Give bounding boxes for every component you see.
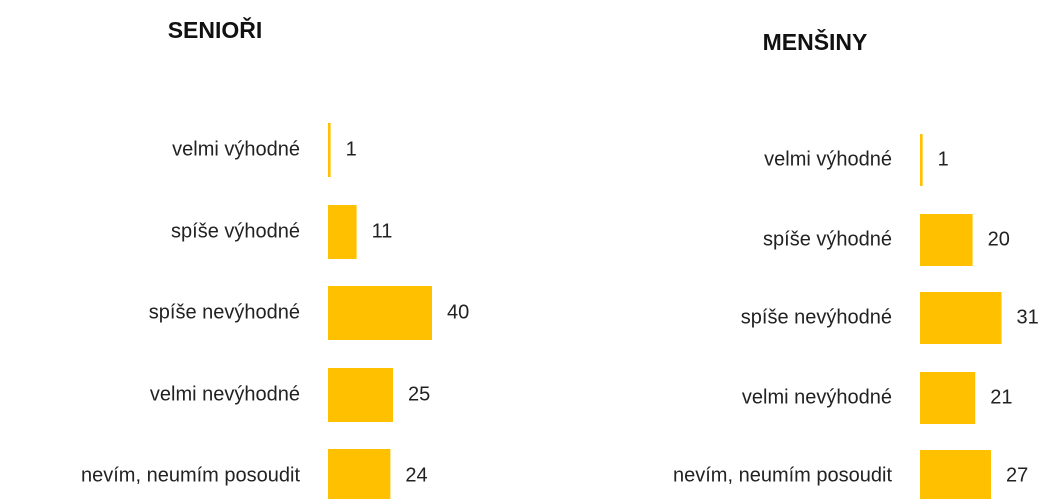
category-label: spíše výhodné [171,220,300,242]
bar [328,368,393,422]
bar [328,286,432,340]
value-label: 11 [372,220,393,242]
value-label: 25 [408,383,430,405]
value-label: 1 [346,138,357,160]
category-label: spíše nevýhodné [741,306,892,328]
category-label: nevím, neumím posoudit [81,464,300,486]
value-label: 24 [405,464,427,486]
bar [328,205,357,259]
category-label: velmi výhodné [172,138,300,160]
value-label: 31 [1017,306,1039,328]
category-label: nevím, neumím posoudit [673,464,892,486]
bar [328,123,331,177]
category-label: spíše výhodné [763,228,892,250]
bar [328,449,391,499]
category-label: velmi nevýhodné [150,383,300,405]
value-label: 20 [988,228,1010,250]
bar [920,450,992,499]
category-label: velmi výhodné [764,148,892,170]
bar [920,292,1002,344]
chart-title: MENŠINY [763,28,868,55]
value-label: 27 [1006,464,1028,486]
category-label: spíše nevýhodné [149,301,300,323]
bar [920,214,973,266]
chart-title: SENIOŘI [168,16,263,43]
value-label: 40 [447,301,469,323]
bar [920,372,976,424]
category-label: velmi nevýhodné [742,386,892,408]
bar [920,134,923,186]
value-label: 21 [990,386,1012,408]
value-label: 1 [938,148,949,170]
